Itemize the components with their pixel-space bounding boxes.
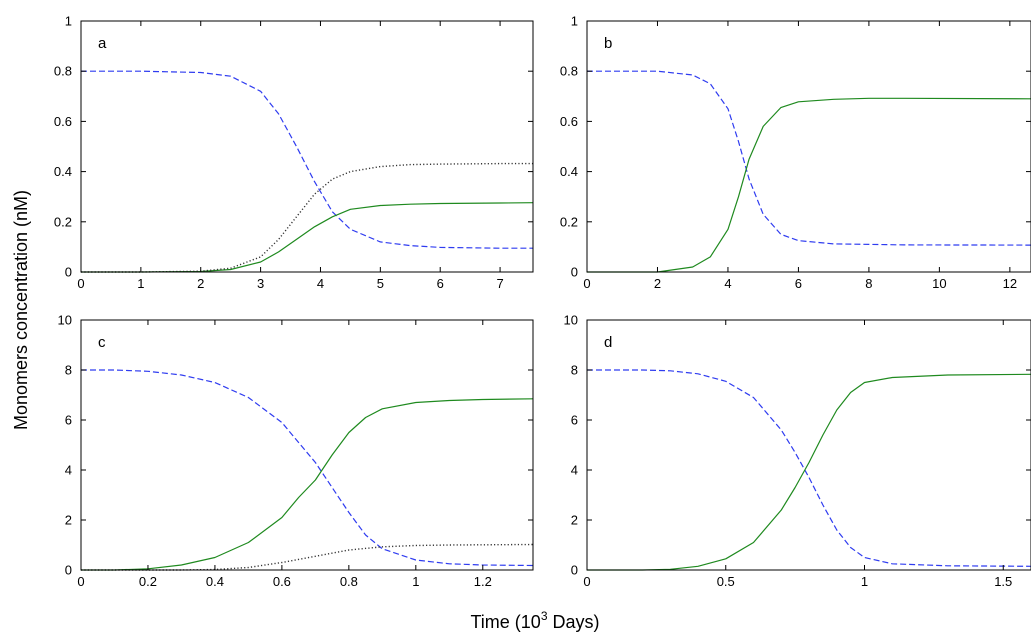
- y-tick-label-a: 0: [65, 265, 72, 280]
- x-axis-title-superscript: 3: [541, 609, 548, 623]
- panel-b-frame: [586, 20, 1031, 273]
- x-tick-label-a: 6: [437, 276, 444, 291]
- x-tick-label-a: 1: [137, 276, 144, 291]
- series-c-blue-line: [81, 369, 534, 567]
- series-c-black-line: [81, 543, 534, 571]
- x-tick-label-b: 10: [932, 276, 946, 291]
- y-tick-label-d: 6: [571, 413, 578, 428]
- series-a-blue-line: [81, 70, 533, 249]
- series-a-green-line: [81, 202, 534, 273]
- panel-d-frame: [586, 319, 1031, 571]
- y-tick-label-a: 0.4: [54, 164, 72, 179]
- x-tick-label-c: 0.6: [273, 574, 291, 589]
- x-tick-label-b: 12: [1003, 276, 1017, 291]
- panel-a: 0 1 2 3 4 5 6 7 0 0.2 0.4 0.6 0.8 1 a: [54, 14, 534, 291]
- x-tick-label-d: 1.5: [994, 574, 1012, 589]
- y-tick-label-c: 2: [65, 513, 72, 528]
- x-axis-title-main: Time (10: [470, 612, 540, 632]
- x-tick-label-c: 1: [412, 574, 419, 589]
- panel-a-frame: [80, 20, 534, 273]
- panel-c-frame: [80, 319, 534, 571]
- x-tick-label-b: 4: [724, 276, 731, 291]
- x-tick-label-c: 0.8: [340, 574, 358, 589]
- x-tick-label-a: 0: [77, 276, 84, 291]
- x-tick-label-a: 5: [377, 276, 384, 291]
- panel-d: 0 0.5 1 1.5 0 2 4 6 8 10 d: [564, 313, 1031, 589]
- x-tick-label-d: 0.5: [717, 574, 735, 589]
- y-tick-label-d: 0: [571, 563, 578, 578]
- x-tick-label-b: 2: [654, 276, 661, 291]
- x-tick-label-a: 7: [496, 276, 503, 291]
- x-tick-label-b: 6: [795, 276, 802, 291]
- y-tick-label-d: 10: [564, 313, 578, 328]
- y-axis-title: Monomers concentration (nM): [11, 190, 31, 430]
- panel-label-d: d: [604, 334, 612, 351]
- y-tick-label-a: 1: [65, 14, 72, 29]
- x-tick-label-a: 2: [197, 276, 204, 291]
- y-tick-label-c: 0: [65, 563, 72, 578]
- x-tick-label-a: 3: [257, 276, 264, 291]
- x-axis-title: Time (103 Days): [470, 609, 599, 632]
- y-tick-label-b: 0: [571, 265, 578, 280]
- series-d-blue-line: [587, 369, 1031, 567]
- y-tick-label-d: 2: [571, 513, 578, 528]
- x-tick-label-b: 8: [865, 276, 872, 291]
- panel-label-c: c: [98, 334, 106, 351]
- y-tick-label-d: 8: [571, 363, 578, 378]
- x-tick-label-b: 0: [583, 276, 590, 291]
- y-tick-label-c: 6: [65, 413, 72, 428]
- y-tick-label-b: 0.8: [560, 64, 578, 79]
- x-tick-label-c: 0.4: [206, 574, 224, 589]
- y-tick-label-c: 10: [58, 313, 72, 328]
- series-d-green-line: [587, 373, 1031, 571]
- x-tick-label-d: 0: [583, 574, 590, 589]
- x-tick-label-c: 0: [77, 574, 84, 589]
- y-tick-label-a: 0.6: [54, 114, 72, 129]
- y-tick-label-b: 0.6: [560, 114, 578, 129]
- x-tick-label-a: 4: [317, 276, 324, 291]
- y-tick-label-c: 8: [65, 363, 72, 378]
- y-tick-label-b: 0.2: [560, 214, 578, 229]
- panel-c: 0 0.2 0.4 0.6 0.8 1 1.2 0 2 4 6 8 10 c: [58, 313, 534, 589]
- x-tick-label-c: 0.2: [139, 574, 157, 589]
- panel-label-a: a: [98, 35, 107, 52]
- y-tick-label-d: 4: [571, 463, 578, 478]
- y-tick-label-b: 1: [571, 14, 578, 29]
- panel-b: 0 2 4 6 8 10 12 0 0.2 0.4 0.6 0.8 1 b: [560, 14, 1031, 291]
- x-axis-title-tail: Days): [548, 612, 600, 632]
- series-b-blue-line: [587, 70, 1031, 246]
- y-tick-label-a: 0.8: [54, 64, 72, 79]
- x-tick-label-d: 1: [861, 574, 868, 589]
- series-a-black-line: [81, 162, 533, 273]
- series-b-green-line: [587, 97, 1031, 273]
- y-tick-label-a: 0.2: [54, 214, 72, 229]
- x-tick-label-c: 1.2: [474, 574, 492, 589]
- series-c-green-line: [81, 398, 534, 571]
- y-tick-label-b: 0.4: [560, 164, 578, 179]
- y-tick-label-c: 4: [65, 463, 72, 478]
- panel-label-b: b: [604, 35, 612, 52]
